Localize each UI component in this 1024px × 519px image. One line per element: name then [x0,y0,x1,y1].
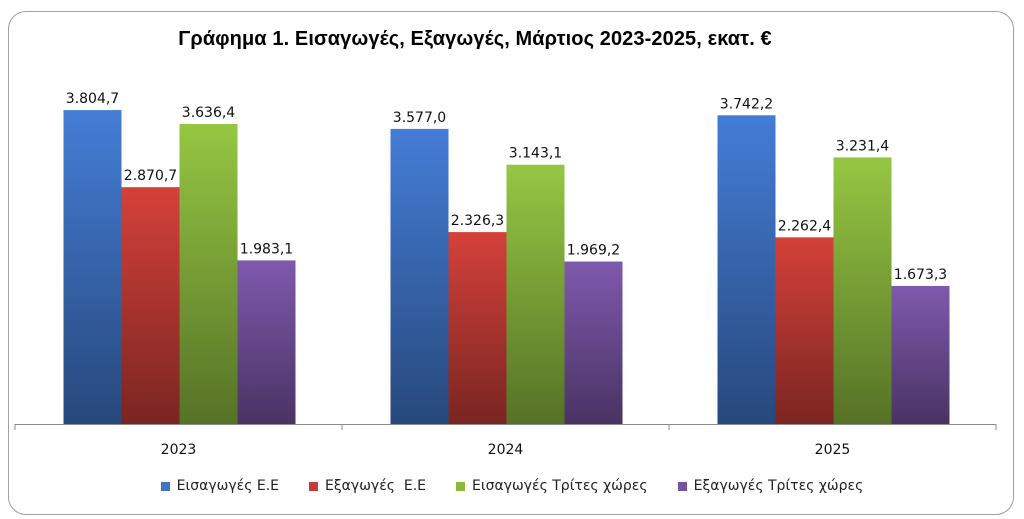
legend-label: Εξαγωγές Ε.Ε [325,478,427,494]
data-label: 2.326,3 [451,213,504,229]
legend-label: Εισαγωγές Τρίτες χώρες [472,478,648,494]
bar-2024-series-2 [448,232,507,424]
legend-item: Εισαγωγές Τρίτες χώρες [456,478,648,494]
x-tick-label: 2025 [815,442,851,458]
x-tick-label: 2023 [161,442,197,458]
data-label: 1.983,1 [240,241,293,257]
bar-2024-series-4 [564,261,623,424]
data-label: 3.143,1 [509,146,562,162]
legend-swatch [456,481,466,491]
data-label: 2.870,7 [124,168,177,184]
data-label: 3.577,0 [393,110,446,126]
bar-2023-series-4 [237,260,296,424]
bar-2023-series-2 [121,187,180,424]
bar-2025-series-4 [891,285,950,424]
data-label: 3.231,4 [836,138,890,154]
data-label: 3.804,7 [66,91,119,107]
legend-item: Εξαγωγές Τρίτες χώρες [677,478,864,494]
x-tick-label: 2024 [488,442,524,458]
bar-2023-series-1 [63,110,122,425]
bar-2025-series-3 [833,157,892,425]
data-label: 3.742,2 [720,96,773,112]
bar-2025-series-1 [717,115,776,425]
legend-swatch [677,481,687,491]
bar-2024-series-1 [390,128,449,424]
bar-2023-series-3 [179,123,238,424]
data-label: 2.262,4 [778,218,832,234]
legend-label: Εξαγωγές Τρίτες χώρες [693,478,864,494]
legend-item: Εισαγωγές Ε.Ε [160,478,280,494]
legend-label: Εισαγωγές Ε.Ε [176,478,280,494]
legend-swatch [309,481,319,491]
data-label: 3.636,4 [182,105,236,121]
legend-item: Εξαγωγές Ε.Ε [309,478,426,494]
data-label: 1.673,3 [894,267,947,283]
chart-title: Γράφημα 1. Εισαγωγές, Εξαγωγές, Μάρτιος … [178,28,772,50]
data-label: 1.969,2 [567,243,620,259]
legend-swatch [160,481,170,491]
bar-2025-series-2 [775,237,834,424]
bar-2024-series-3 [506,164,565,424]
legend: Εισαγωγές Ε.Ε Εξαγωγές Ε.Ε Εισαγωγές Τρίτε… [0,478,1024,494]
